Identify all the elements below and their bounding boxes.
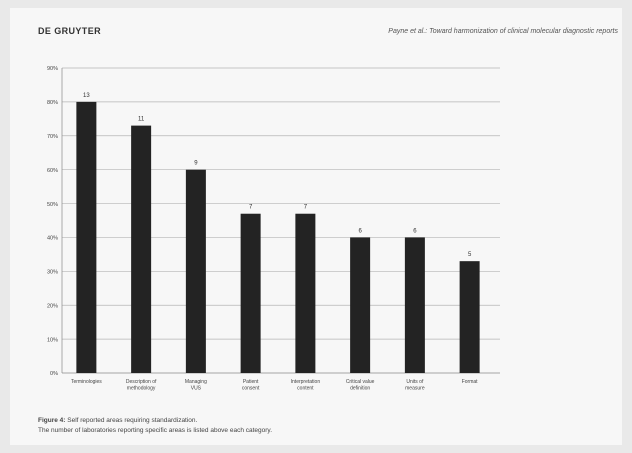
data-label: 7 bbox=[304, 205, 308, 211]
bar bbox=[404, 237, 425, 373]
document-page: DE GRUYTER Payne et al.: Toward harmoniz… bbox=[10, 8, 622, 445]
y-tick-label: 0% bbox=[50, 371, 58, 377]
y-tick-label: 20% bbox=[47, 303, 58, 309]
publisher-name: DE GRUYTER bbox=[38, 26, 102, 36]
data-label: 9 bbox=[194, 161, 198, 167]
data-label: 11 bbox=[138, 117, 145, 123]
x-tick-label: Interpretation content bbox=[291, 379, 321, 392]
bar bbox=[131, 125, 152, 373]
x-tick-label: Description of methodology bbox=[126, 379, 157, 392]
y-tick-label: 10% bbox=[47, 337, 58, 343]
y-tick-label: 60% bbox=[47, 168, 58, 174]
x-tick-label: Critical value definition bbox=[346, 379, 375, 392]
x-tick-label: Managing VUS bbox=[185, 379, 207, 392]
y-tick-label: 40% bbox=[47, 236, 58, 242]
figure-title: Self reported areas requiring standardiz… bbox=[67, 417, 198, 424]
y-tick-label: 90% bbox=[47, 66, 58, 72]
x-tick-label: Patient consent bbox=[242, 379, 260, 392]
bar bbox=[295, 213, 316, 373]
y-tick-label: 80% bbox=[47, 100, 58, 106]
figure-note: The number of laboratories reporting spe… bbox=[38, 427, 273, 434]
x-tick-label: Format bbox=[462, 379, 478, 385]
x-tick-label: Terminologies bbox=[71, 379, 102, 385]
bar-chart: 0% 10% 20% 30% 40% 50% 60% 70% 80% 90% 13 Terminolo… bbox=[47, 66, 500, 392]
running-head: Payne et al.: Toward harmonization of cl… bbox=[388, 28, 618, 35]
y-tick-label: 50% bbox=[47, 202, 58, 208]
bar bbox=[240, 213, 261, 373]
bar bbox=[459, 261, 480, 373]
y-tick-label: 70% bbox=[47, 134, 58, 140]
bar bbox=[350, 237, 371, 373]
data-label: 7 bbox=[249, 205, 253, 211]
data-label: 6 bbox=[413, 228, 417, 234]
figure-label: Figure 4: bbox=[38, 417, 66, 424]
bar bbox=[76, 101, 97, 373]
data-label: 13 bbox=[83, 93, 90, 99]
bar bbox=[185, 169, 206, 373]
figure-caption: Figure 4: Self reported areas requiring … bbox=[38, 416, 272, 436]
x-tick-label: Units of measure bbox=[405, 379, 425, 392]
data-label: 6 bbox=[358, 228, 362, 234]
data-label: 5 bbox=[468, 252, 472, 258]
y-tick-label: 30% bbox=[47, 270, 58, 276]
